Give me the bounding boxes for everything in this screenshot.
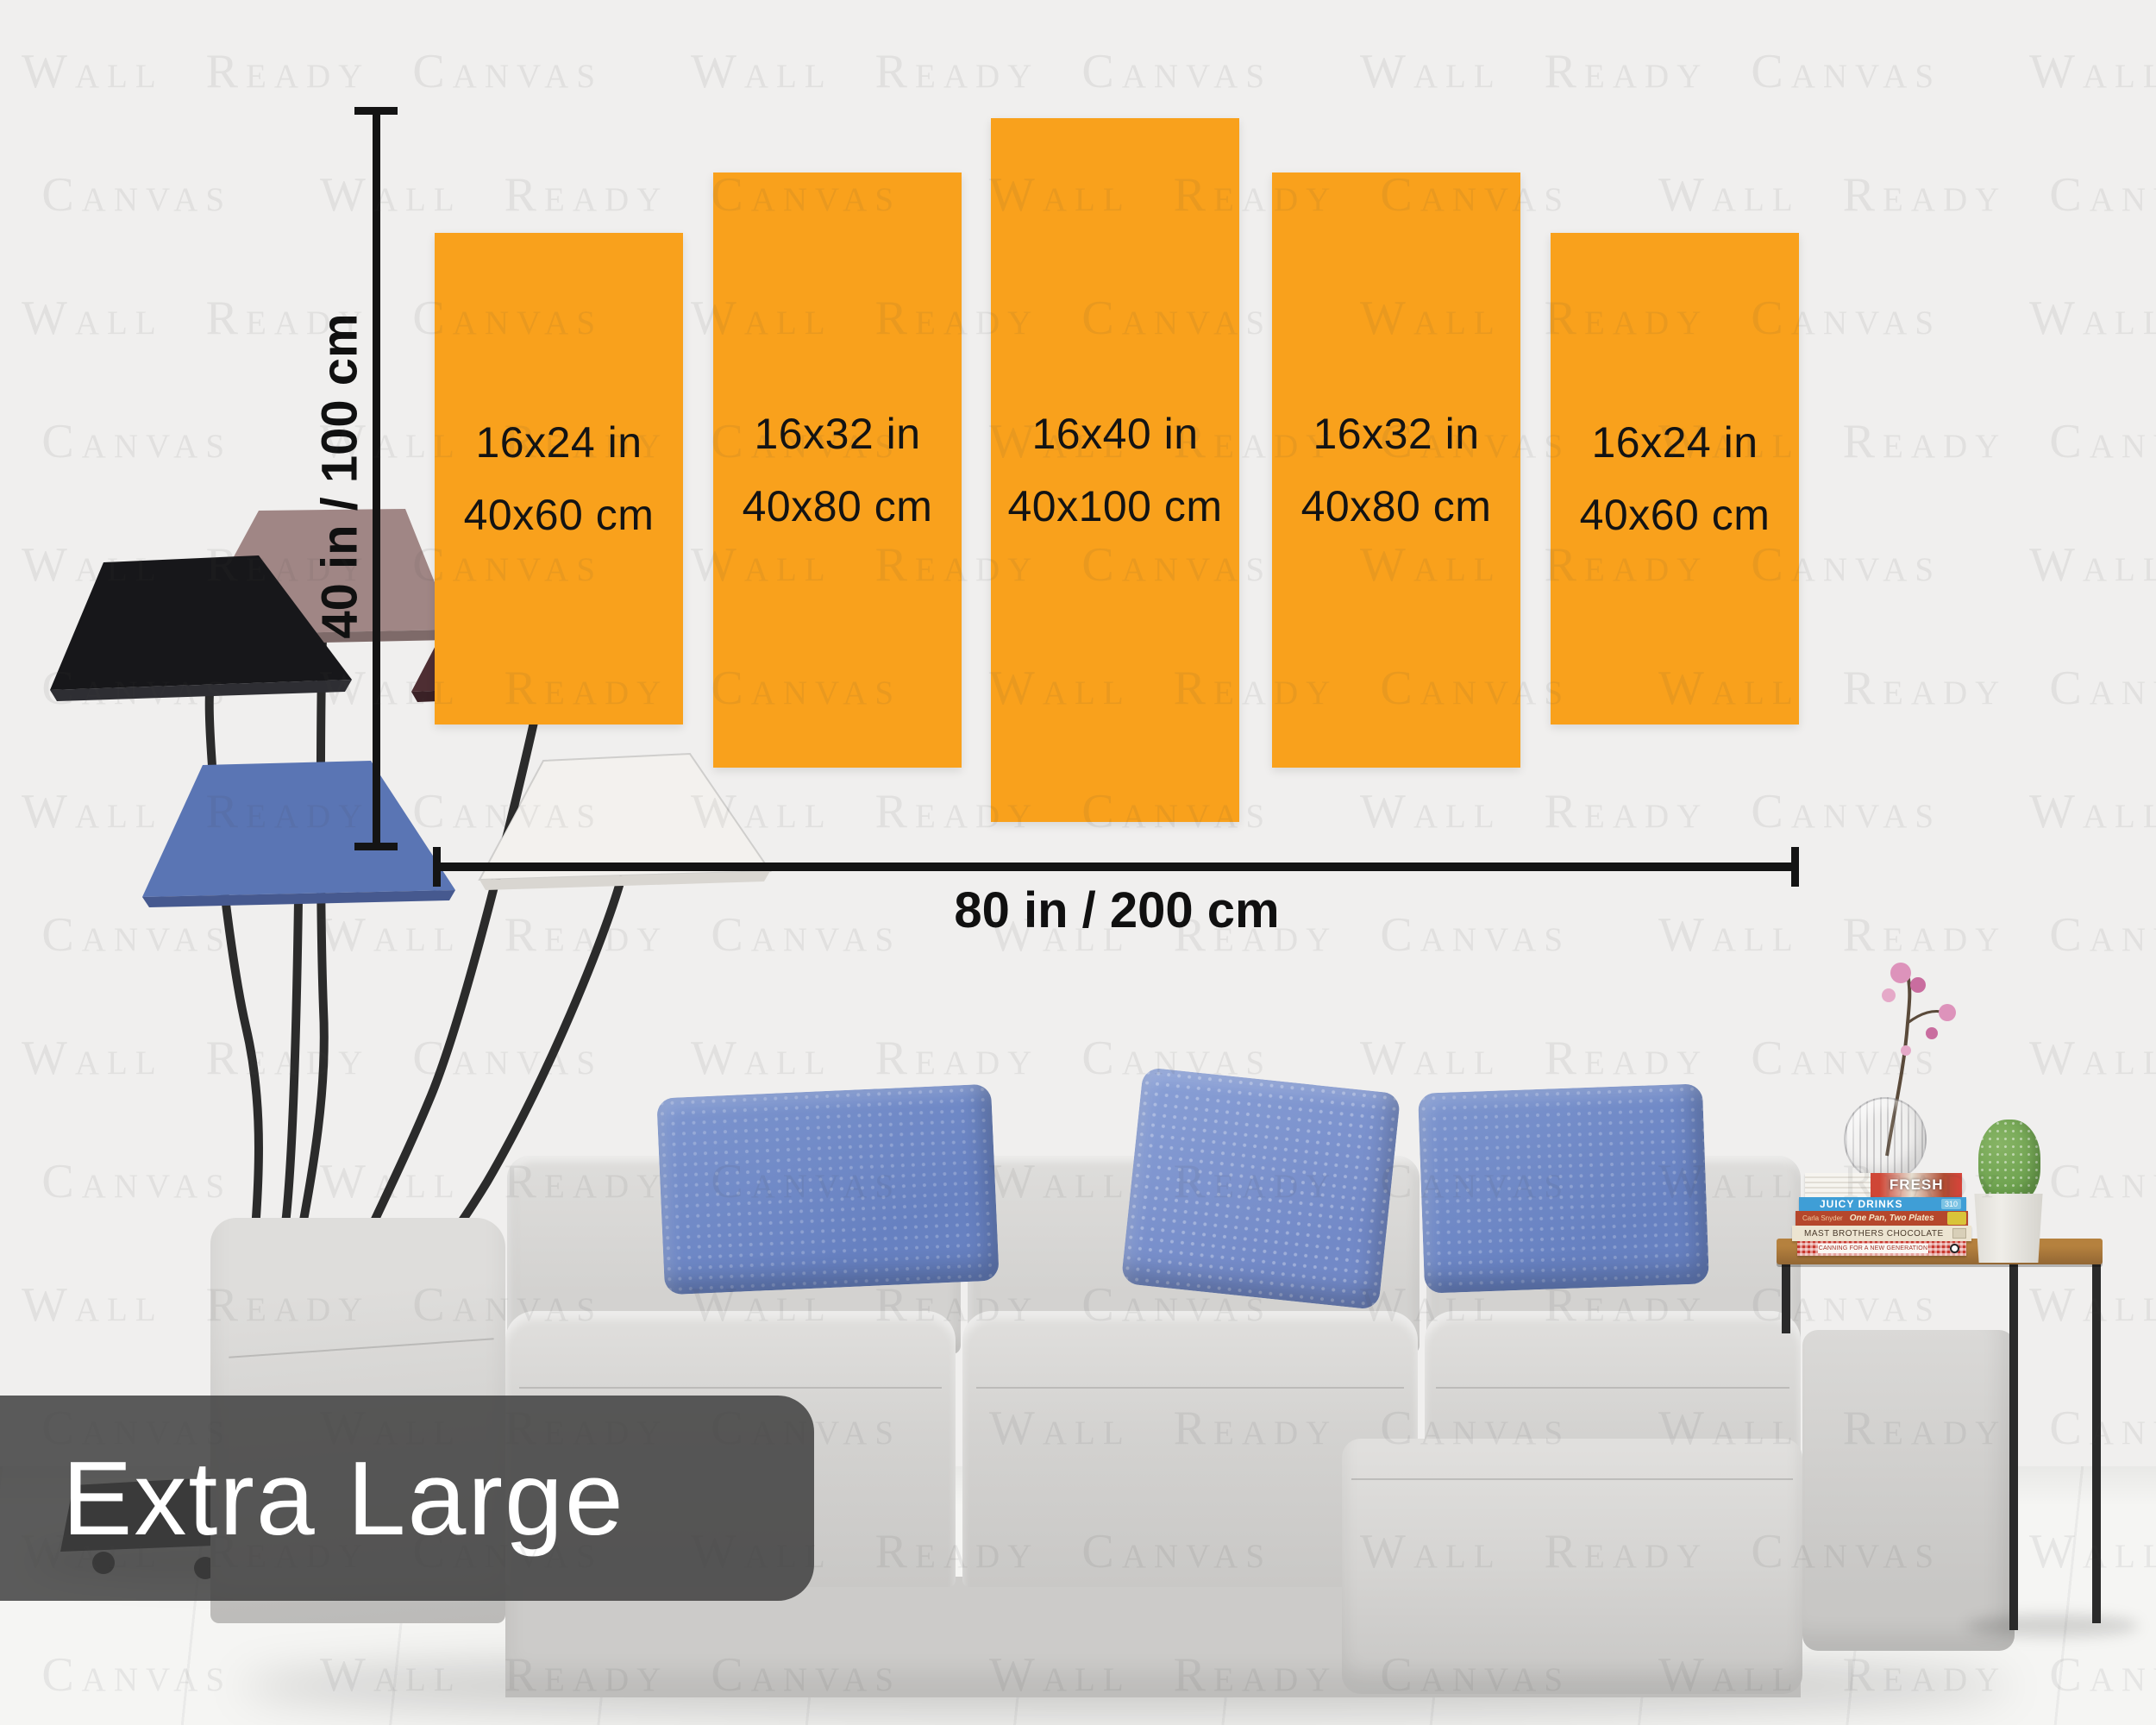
table-leg	[2009, 1261, 2018, 1630]
panel-size-in: 16x32 in	[754, 410, 921, 458]
canvas-panel-2: 16x32 in 40x80 cm	[713, 172, 962, 768]
lamp-shade-black	[50, 555, 352, 690]
book-spine: CANNING FOR A NEW GENERATION	[1797, 1241, 1966, 1256]
book-author: Carla Snyder	[1802, 1214, 1843, 1222]
book-spine: Carla Snyder One Pan, Two Plates	[1796, 1211, 1968, 1226]
canvas-panel-4: 16x32 in 40x80 cm	[1272, 172, 1520, 768]
book-spine: FRESH	[1805, 1173, 1962, 1197]
table-shadow	[1966, 1615, 2139, 1637]
lamp-shade-rim	[479, 871, 770, 890]
book-title: CANNING FOR A NEW GENERATION	[1818, 1245, 1928, 1251]
dimension-cap	[1791, 847, 1799, 887]
book-logo	[1950, 1244, 1959, 1253]
canvas-panel-5: 16x24 in 40x60 cm	[1551, 233, 1799, 724]
size-label-overlay: Extra Large	[0, 1396, 814, 1601]
dimension-cap	[354, 843, 398, 850]
lamp-shade-rim	[142, 890, 455, 907]
cactus-pot	[1974, 1194, 2043, 1263]
book-accent	[1952, 1228, 1966, 1239]
panel-size-cm: 40x80 cm	[1300, 482, 1492, 530]
width-dimension-label: 80 in / 200 cm	[954, 882, 1280, 938]
panel-size-cm: 40x80 cm	[742, 482, 933, 530]
book-title: JUICY DRINKS	[1820, 1198, 1903, 1210]
table-leg	[2092, 1256, 2101, 1623]
panel-size-in: 16x40 in	[1031, 410, 1199, 458]
book-title: MAST BROTHERS CHOCOLATE	[1804, 1228, 1944, 1239]
dimension-cap	[354, 107, 398, 115]
sofa-bench	[1802, 1330, 2015, 1651]
size-label-text: Extra Large	[62, 1440, 625, 1557]
book-spine: JUICY DRINKS 310	[1799, 1197, 1966, 1211]
book-badge: 310	[1940, 1199, 1961, 1209]
height-dimension-line	[373, 109, 380, 850]
height-dimension-label: 40 in / 100 cm	[311, 313, 368, 639]
panel-size-in: 16x24 in	[1591, 418, 1758, 467]
table-leg	[1782, 1259, 1790, 1333]
book-accent	[1947, 1212, 1966, 1225]
lamp-shade-rim	[50, 680, 352, 701]
book-title: FRESH	[1889, 1176, 1944, 1193]
panel-size-cm: 40x60 cm	[1579, 491, 1771, 539]
canvas-panel-3: 16x40 in 40x100 cm	[991, 118, 1239, 822]
dimension-cap	[433, 847, 441, 887]
panel-size-cm: 40x100 cm	[1007, 482, 1223, 530]
canvas-panel-1: 16x24 in 40x60 cm	[435, 233, 683, 724]
sofa-ottoman	[1342, 1439, 1802, 1694]
cactus	[1978, 1120, 2040, 1204]
book-pages	[1805, 1173, 1871, 1197]
book-spine: MAST BROTHERS CHOCOLATE	[1792, 1226, 1971, 1241]
panel-size-in: 16x24 in	[475, 418, 642, 467]
panel-size-in: 16x32 in	[1313, 410, 1480, 458]
book-title: One Pan, Two Plates	[1849, 1214, 1934, 1223]
panel-size-cm: 40x60 cm	[463, 491, 655, 539]
width-dimension-line	[435, 862, 1799, 871]
